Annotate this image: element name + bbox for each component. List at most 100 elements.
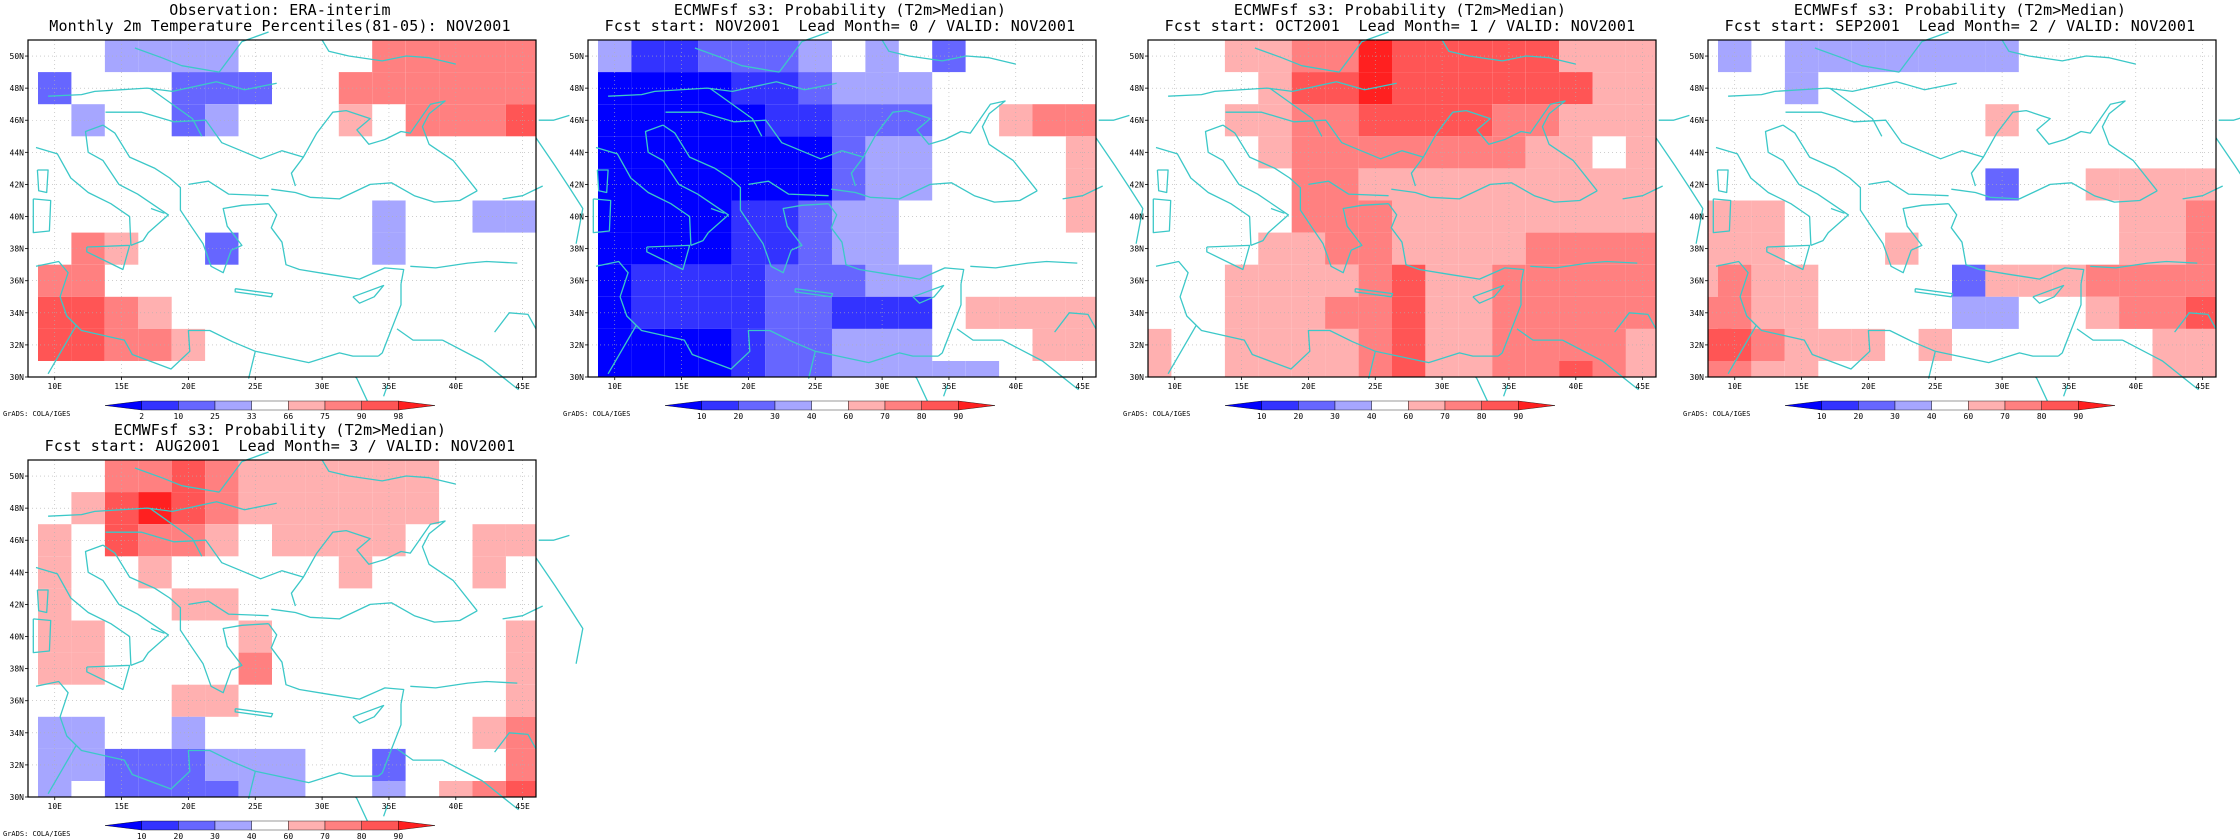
shaded-cell: [2085, 264, 2120, 297]
coastline: [1168, 81, 1397, 97]
panel-subtitle: Fcst start: NOV2001 Lead Month= 0 / VALI…: [604, 17, 1076, 35]
shaded-cell: [2152, 361, 2186, 377]
coastline: [607, 325, 637, 375]
lon-tick-label: 30E: [315, 802, 330, 811]
shaded-cell: [1458, 104, 1493, 137]
lat-tick-label: 42N: [570, 180, 585, 189]
colorbar-label: 40: [1367, 412, 1377, 421]
panel-title: ECMWFsf s3: Probability (T2m>Median): [673, 1, 1007, 19]
panel-observation: Observation: ERA-interim Monthly 2m Temp…: [0, 0, 584, 421]
axis-ticks: 10E 15E 20E 25E 30E 35E 40E 45E 30N 32N 34N 36N 38N 4…: [1130, 52, 1650, 391]
colorbar-label: 20: [174, 832, 184, 840]
shaded-cell: [1525, 168, 1560, 201]
coastline: [1222, 124, 1389, 274]
colorbar-label: 90: [954, 412, 964, 421]
colorbar-label: 75: [320, 412, 330, 421]
coastline: [1152, 198, 1172, 234]
coastline: [1308, 180, 1389, 197]
coastline: [1441, 39, 1576, 65]
colorbar-label: 80: [2037, 412, 2047, 421]
shaded-cell: [505, 781, 536, 797]
coastline: [1764, 124, 1850, 247]
colorbar-label: 25: [210, 412, 220, 421]
coastline: [1204, 124, 1290, 247]
colorbar-segment: [1334, 400, 1372, 411]
colorbar-segment: [2041, 400, 2079, 411]
map-lead0: 10E 15E 20E 25E 30E 35E 40E 45E 30N 32N 34N 36N 38N 4…: [563, 31, 1144, 421]
colorbar-segment: [774, 400, 812, 411]
coastline: [32, 618, 52, 654]
coastline: [134, 467, 220, 493]
colorbar-segment: [214, 820, 252, 831]
shaded-cell: [765, 296, 799, 329]
lon-tick-label: 25E: [248, 802, 263, 811]
shaded-cell: [698, 296, 732, 329]
coastline: [35, 680, 379, 790]
coastline: [271, 182, 478, 203]
lon-tick-label: 20E: [181, 382, 196, 391]
coastline: [538, 534, 570, 541]
shaded-cell: [1751, 361, 1785, 377]
colorbar-label: 70: [2000, 412, 2010, 421]
panel-lead2: ECMWFsf s3: Probability (T2m>Median) Fcs…: [1680, 0, 2240, 421]
lat-tick-label: 30N: [10, 373, 25, 382]
shaded-cell: [338, 104, 373, 137]
colorbar-label: 90: [2074, 412, 2084, 421]
shaded-cell: [1458, 232, 1493, 265]
coastline: [748, 180, 829, 197]
colorbar-label: 70: [320, 832, 330, 840]
colorbar-arrow-right: [958, 400, 996, 411]
coastline: [1715, 146, 1812, 246]
colorbar-label: 60: [1964, 412, 1974, 421]
axis-ticks: 10E 15E 20E 25E 30E 35E 40E 45E 30N 32N 34N 36N 38N 4…: [570, 52, 1090, 391]
coastline: [915, 376, 930, 405]
colorbar-segment: [251, 820, 289, 831]
coastline: [1829, 87, 1883, 137]
coastline: [442, 759, 520, 811]
coastline: [778, 31, 829, 73]
shaded-cell: [338, 72, 373, 105]
coastline: [608, 81, 837, 97]
coastline: [937, 283, 962, 357]
map-frame: [27, 39, 537, 378]
coastline: [1951, 182, 2158, 203]
panel-title: ECMWFsf s3: Probability (T2m>Median): [1793, 1, 2127, 19]
coastline: [596, 169, 609, 194]
coastline: [84, 544, 170, 667]
shaded-cell: [1258, 328, 1292, 361]
lon-tick-label: 35E: [382, 382, 397, 391]
coastline: [1354, 288, 1394, 298]
colorbar-label: 30: [210, 832, 220, 840]
coastline: [86, 664, 131, 691]
colorbar-arrow-left: [1784, 400, 1822, 411]
shaded-cell: [1818, 40, 1852, 73]
colorbar: 2 10 25 33 66 75 90 98: [104, 400, 436, 421]
coastline: [592, 198, 612, 234]
colorbar-segment: [288, 820, 326, 831]
lon-tick-label: 40E: [449, 382, 464, 391]
lat-tick-label: 50N: [570, 52, 585, 61]
shaded-cell: [898, 168, 933, 201]
panel-title: ECMWFsf s3: Probability (T2m>Median): [113, 421, 447, 439]
coastline: [268, 623, 405, 705]
colorbar-label: 90: [357, 412, 367, 421]
coastline: [382, 804, 389, 817]
lat-tick-label: 40N: [1690, 213, 1705, 222]
coastline: [218, 31, 269, 73]
colorbar-label: 66: [284, 412, 294, 421]
coastline: [150, 627, 165, 634]
shaded-cell: [698, 40, 732, 73]
coastline: [1475, 376, 1490, 405]
shaded-cell: [1325, 40, 1359, 73]
lat-tick-label: 46N: [570, 116, 585, 125]
coastline: [410, 680, 518, 689]
lat-tick-label: 38N: [570, 245, 585, 254]
colorbar-segment: [1261, 400, 1299, 411]
shaded-cell: [205, 460, 239, 493]
colorbar-segment: [1444, 400, 1482, 411]
shaded-cell: [1458, 40, 1493, 73]
colorbar-arrow-right: [2078, 400, 2116, 411]
coastline: [1155, 146, 1252, 246]
lat-tick-label: 42N: [1130, 180, 1145, 189]
shaded-cell: [205, 684, 239, 717]
